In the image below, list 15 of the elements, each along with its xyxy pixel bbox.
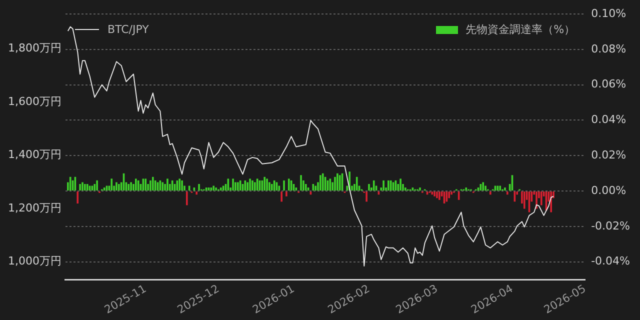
y2-tick-label: 0.08% [591,42,626,56]
y2-tick-label: -0.02% [591,219,630,232]
y2-tick-label: 0.06% [591,78,626,91]
y-tick-label: 1,800万円 [8,42,62,55]
y2-tick-label: 0.10% [591,6,626,20]
y2-tick-label: -0.04% [591,254,630,268]
y2-tick-label: 0.02% [591,148,626,162]
y-tick-label: 1,200万円 [8,201,62,214]
legend-label: 先物資金調達率（%） [466,22,576,37]
legend-label: BTC/JPY [107,23,149,36]
y-tick-label: 1,400万円 [8,148,62,162]
y-tick-label: 1,000万円 [8,254,62,268]
y-tick-label: 1,600万円 [8,94,62,108]
y2-tick-label: 0.00% [591,184,626,197]
y2-tick-label: 0.04% [591,113,626,126]
